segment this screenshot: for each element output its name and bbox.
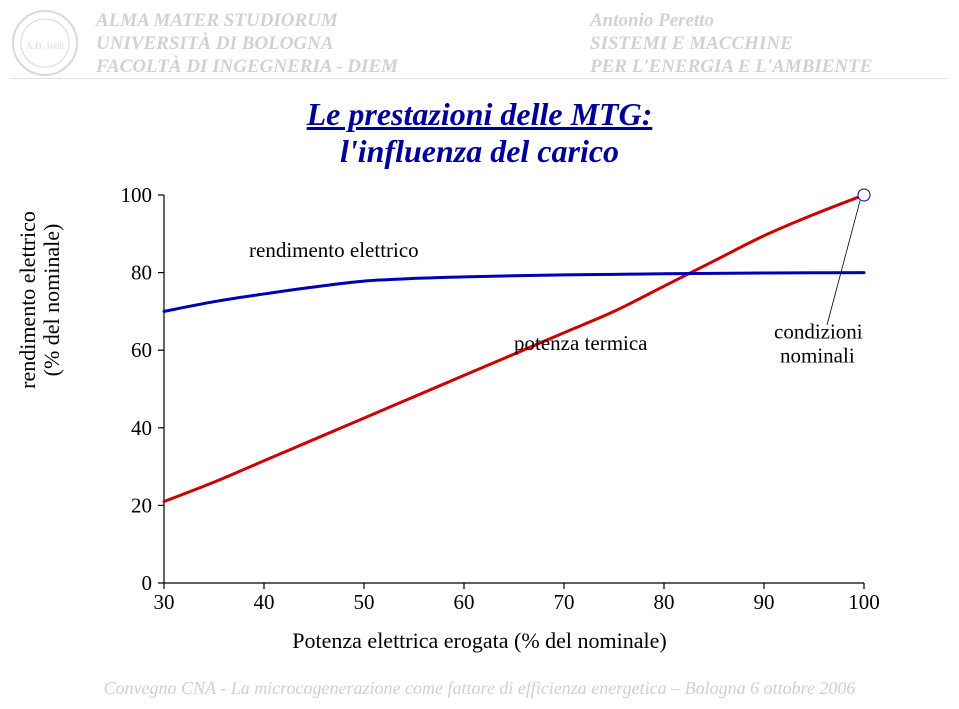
author-line: Antonio Peretto [590, 10, 872, 33]
svg-text:condizioni: condizioni [774, 320, 863, 344]
svg-text:30: 30 [154, 590, 175, 614]
slide-title: Le prestazioni delle MTG: l'influenza de… [0, 96, 959, 170]
svg-text:90: 90 [754, 590, 775, 614]
slide-footer: Convegno CNA - La microcogenerazione com… [0, 678, 959, 699]
svg-text:60: 60 [131, 338, 152, 362]
uni-line: ALMA MATER STUDIORUM [96, 10, 398, 33]
svg-text:100: 100 [848, 590, 880, 614]
header-divider [10, 78, 949, 79]
svg-text:40: 40 [254, 590, 275, 614]
svg-text:A.D. 1088: A.D. 1088 [26, 41, 64, 51]
svg-text:rendimento elettrico: rendimento elettrico [249, 238, 419, 262]
svg-text:100: 100 [121, 185, 153, 207]
uni-line: FACOLTÀ DI INGEGNERIA - DIEM [96, 56, 398, 79]
author-line: PER L'ENERGIA E L'AMBIENTE [590, 56, 872, 79]
svg-text:20: 20 [131, 493, 152, 517]
svg-text:0: 0 [142, 571, 153, 595]
slide-header: A.D. 1088 ALMA MATER STUDIORUM UNIVERSIT… [0, 8, 959, 78]
university-seal-icon: A.D. 1088 [10, 8, 80, 78]
x-axis-label: Potenza elettrica erogata (% del nominal… [0, 628, 959, 654]
svg-text:nominali: nominali [780, 344, 855, 368]
svg-text:40: 40 [131, 416, 152, 440]
author-block: Antonio Peretto SISTEMI E MACCHINE PER L… [590, 10, 872, 78]
chart-svg: 0 20 40 60 80 100 30 40 50 60 70 80 90 100 potenza ter… [96, 185, 886, 615]
svg-text:70: 70 [554, 590, 575, 614]
uni-line: UNIVERSITÀ DI BOLOGNA [96, 33, 398, 56]
svg-text:80: 80 [131, 261, 152, 285]
y-axis-label: rendimento elettrico (% del nominale) [16, 211, 64, 389]
chart-area: 0 20 40 60 80 100 30 40 50 60 70 80 90 100 potenza ter… [96, 185, 886, 615]
author-line: SISTEMI E MACCHINE [590, 33, 872, 56]
svg-text:50: 50 [354, 590, 375, 614]
title-line1: Le prestazioni delle MTG: [307, 96, 653, 132]
title-line2: l'influenza del carico [340, 133, 619, 169]
svg-text:60: 60 [454, 590, 475, 614]
university-name-block: ALMA MATER STUDIORUM UNIVERSITÀ DI BOLOG… [96, 10, 398, 78]
svg-text:potenza termica: potenza termica [514, 331, 648, 355]
svg-text:80: 80 [654, 590, 675, 614]
